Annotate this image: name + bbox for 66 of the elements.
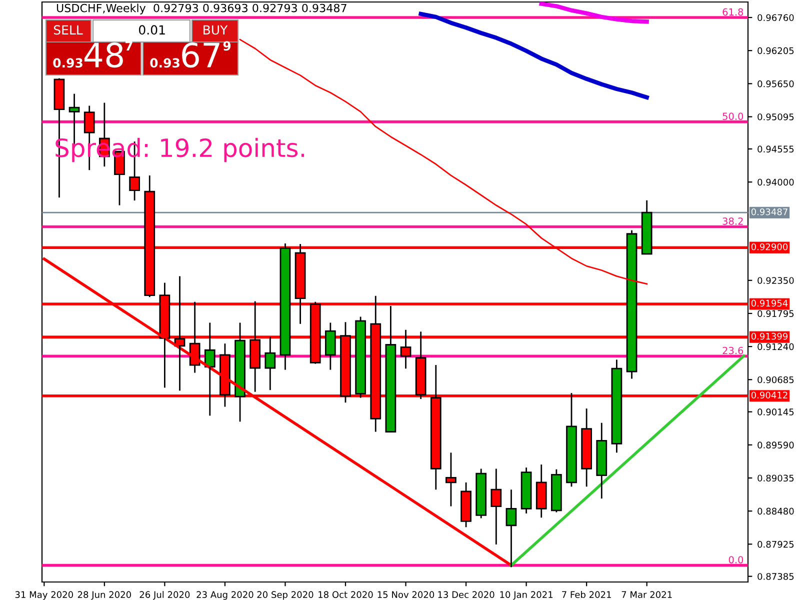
ref-line-label: 0.90412	[751, 392, 788, 399]
candlestick	[324, 322, 336, 370]
x-tick-label: 31 May 2020	[15, 591, 73, 600]
y-tick-label: 0.95650	[758, 80, 794, 88]
annotation: 7	[125, 41, 132, 50]
candlestick	[204, 322, 216, 416]
ref-line-label: 0.91954	[751, 300, 788, 307]
chart-title: USDCHF,Weekly 0.92793 0.93693 0.92793 0.93487	[56, 4, 346, 14]
annotation: BUY	[204, 25, 228, 35]
y-tick-label: 0.91240	[758, 343, 794, 350]
y-tick-label: 0.88480	[758, 508, 794, 515]
candlestick	[280, 242, 291, 370]
x-tick-label: 28 Jun 2020	[78, 591, 131, 600]
x-tick-label: 7 Mar 2021	[622, 591, 672, 598]
x-tick-label: 20 Sep 2020	[257, 591, 314, 600]
candlestick	[264, 336, 276, 391]
y-tick-label: 0.95095	[758, 113, 794, 120]
candlestick	[551, 468, 562, 513]
candlestick	[596, 422, 608, 500]
candlestick	[611, 358, 622, 454]
x-tick-label: 23 Aug 2020	[196, 591, 254, 600]
y-tick-label: 0.94000	[758, 178, 794, 186]
candlestick	[626, 230, 638, 380]
y-tick-label: 0.91795	[758, 310, 794, 318]
annotation: 0.93	[53, 58, 82, 68]
x-tick-label: 7 Feb 2021	[562, 591, 611, 598]
ref-line-label: 0.91399	[751, 332, 788, 340]
y-tick-label: 0.96760	[758, 14, 794, 22]
candlestick	[490, 468, 502, 546]
annotation: 0.93	[150, 58, 180, 68]
annotation: SELL	[54, 25, 83, 35]
y-tick-label: 0.94555	[758, 146, 794, 152]
candlestick	[520, 466, 532, 514]
candlestick	[355, 316, 366, 398]
ref-line-label: 0.92900	[751, 243, 788, 250]
annotation: 50.0	[722, 112, 744, 120]
y-tick-label: 0.87385	[758, 573, 794, 580]
candlestick	[581, 408, 592, 488]
candlestick	[476, 468, 487, 519]
y-tick-label: 0.92350	[758, 277, 794, 284]
candlestick	[234, 322, 246, 422]
y-tick-label: 0.96205	[758, 47, 794, 54]
x-tick-label: 15 Nov 2020	[378, 591, 434, 598]
x-tick-label: 26 Jul 2020	[140, 591, 190, 600]
x-tick-label: 18 Oct 2020	[318, 591, 373, 598]
annotation: 9	[223, 41, 231, 51]
annotation: 38.2	[722, 217, 743, 225]
candlestick	[506, 488, 517, 568]
y-tick-label: 0.90685	[758, 376, 794, 384]
candlestick	[446, 452, 456, 507]
y-tick-label: 0.89590	[758, 442, 794, 448]
x-tick-label: 10 Jan 2021	[500, 591, 553, 600]
line-series	[539, 2, 649, 24]
y-tick-label: 0.89035	[758, 474, 794, 482]
candlestick	[536, 464, 547, 518]
annotation: 67	[182, 42, 220, 68]
x-tick-label: 13 Dec 2020	[438, 591, 494, 598]
annotation: 61.8	[722, 8, 744, 16]
line-series	[418, 12, 649, 100]
y-tick-label: 0.87925	[758, 540, 794, 548]
annotation: 0.0	[728, 556, 744, 564]
ref-line-label: 0.93487	[751, 208, 788, 216]
annotation: 0.01	[138, 25, 165, 35]
y-tick-label: 0.90145	[758, 408, 794, 416]
annotation: 48	[84, 42, 123, 68]
annotation: 23.6	[722, 346, 744, 354]
